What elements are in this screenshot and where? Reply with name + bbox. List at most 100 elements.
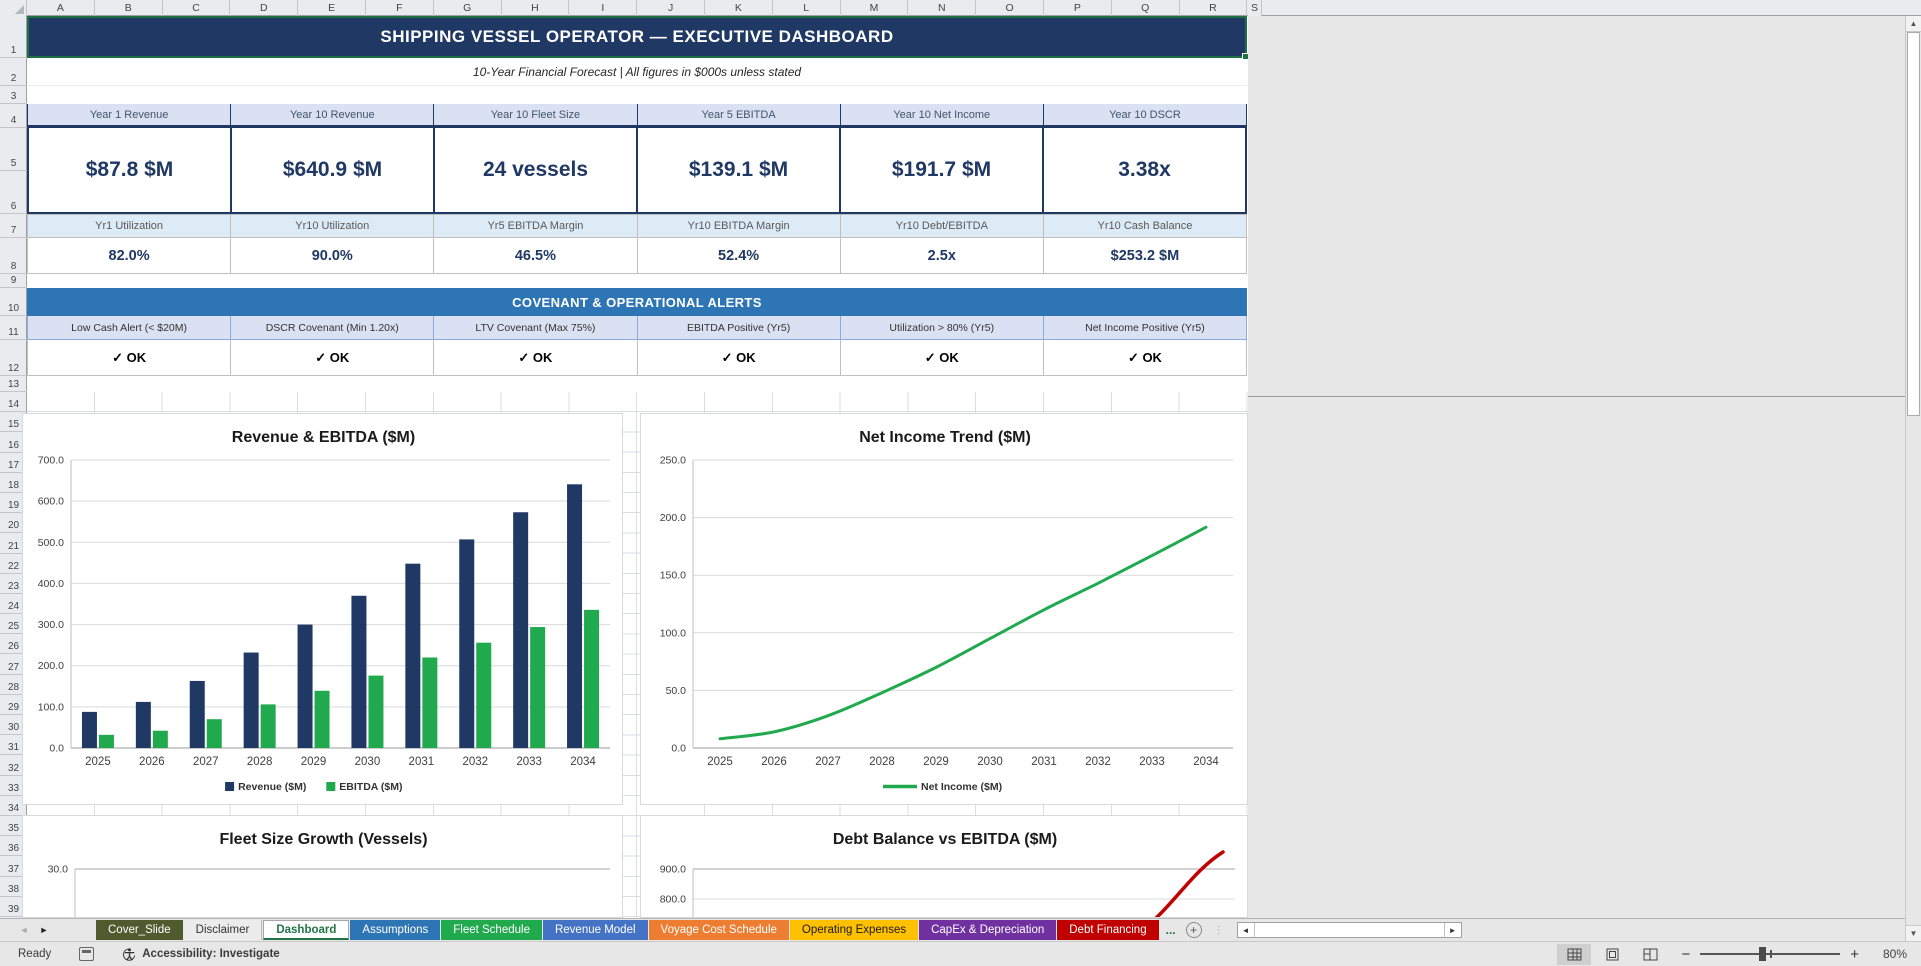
alert-status-2[interactable]: ✓ OK — [230, 340, 434, 376]
row-header-14[interactable]: 14 — [0, 392, 27, 413]
row-header-5[interactable]: 5 — [0, 128, 27, 171]
kpi2-value-1[interactable]: 82.0% — [27, 238, 231, 274]
row-header-25[interactable]: 25 — [0, 614, 27, 635]
column-header-s[interactable]: S — [1248, 0, 1262, 16]
row-header-24[interactable]: 24 — [0, 594, 27, 615]
kpi-label-5[interactable]: Year 10 Net Income — [839, 104, 1043, 128]
alert-status-5[interactable]: ✓ OK — [839, 340, 1043, 376]
row-header-26[interactable]: 26 — [0, 634, 27, 655]
sheet-tab-dashboard[interactable]: Dashboard — [263, 920, 350, 940]
normal-view-button[interactable] — [1557, 943, 1592, 965]
row-header-11[interactable]: 11 — [0, 316, 27, 340]
alert-status-1[interactable]: ✓ OK — [27, 340, 231, 376]
more-tabs-indicator[interactable]: ... — [1165, 923, 1176, 937]
row-header-8[interactable]: 8 — [0, 238, 27, 274]
horizontal-scroll-thumb[interactable] — [1253, 923, 1445, 937]
row-header-33[interactable]: 33 — [0, 776, 27, 796]
column-header-K[interactable]: K — [705, 0, 773, 16]
sheet-tab-operating-expenses[interactable]: Operating Expenses — [789, 920, 919, 940]
row-header-12[interactable]: 12 — [0, 340, 27, 376]
row-header-39[interactable]: 39 — [0, 897, 27, 917]
macro-record-icon[interactable] — [79, 947, 95, 961]
kpi-value-5[interactable]: $191.7 $M — [839, 128, 1042, 214]
scroll-right-icon[interactable]: ► — [1448, 925, 1457, 935]
vertical-scroll-thumb[interactable] — [1907, 32, 1920, 416]
row-header-3[interactable]: 3 — [0, 86, 27, 104]
row-header-35[interactable]: 35 — [0, 816, 27, 837]
row-header-20[interactable]: 20 — [0, 513, 27, 534]
accessibility-status[interactable]: Accessibility: Investigate — [122, 947, 280, 962]
column-header-M[interactable]: M — [841, 0, 909, 16]
page-layout-view-button[interactable] — [1595, 944, 1629, 965]
kpi2-label-6[interactable]: Yr10 Cash Balance — [1042, 214, 1248, 238]
alert-label-6[interactable]: Net Income Positive (Yr5) — [1042, 316, 1248, 340]
row-header-10[interactable]: 10 — [0, 288, 27, 316]
zoom-slider-handle[interactable] — [1759, 947, 1767, 961]
kpi2-value-3[interactable]: 46.5% — [433, 238, 637, 274]
sheet-tab-capex-depreciation[interactable]: CapEx & Depreciation — [919, 920, 1057, 940]
row-header-22[interactable]: 22 — [0, 554, 27, 574]
column-header-J[interactable]: J — [637, 0, 705, 16]
column-header-N[interactable]: N — [908, 0, 977, 16]
row-header-1[interactable]: 1 — [0, 16, 27, 58]
row-header-28[interactable]: 28 — [0, 675, 27, 695]
sheet-tab-voyage-cost-schedule[interactable]: Voyage Cost Schedule — [648, 920, 789, 940]
tab-nav-right-icon[interactable]: ► — [39, 925, 49, 935]
row-header-15[interactable]: 15 — [0, 412, 27, 433]
scroll-left-icon[interactable]: ◄ — [1241, 925, 1250, 935]
new-sheet-button[interactable]: + — [1182, 919, 1206, 941]
alert-status-3[interactable]: ✓ OK — [433, 340, 637, 376]
row-header-38[interactable]: 38 — [0, 877, 27, 897]
row-header-7[interactable]: 7 — [0, 214, 27, 238]
alert-status-6[interactable]: ✓ OK — [1042, 340, 1248, 376]
dashboard-title-cell[interactable]: SHIPPING VESSEL OPERATOR — EXECUTIVE DAS… — [27, 16, 1249, 60]
debt-vs-ebitda-chart[interactable]: Debt Balance vs EBITDA ($M) 900.0 800.0 — [640, 815, 1248, 918]
column-header-H[interactable]: H — [502, 0, 570, 16]
kpi2-value-2[interactable]: 90.0% — [230, 238, 434, 274]
scroll-up-icon[interactable]: ▲ — [1906, 16, 1921, 32]
column-header-R[interactable]: R — [1180, 0, 1248, 16]
kpi2-label-5[interactable]: Yr10 Debt/EBITDA — [839, 214, 1043, 238]
kpi2-label-4[interactable]: Yr10 EBITDA Margin — [636, 214, 840, 238]
sheet-tab-disclaimer[interactable]: Disclaimer — [183, 920, 263, 940]
select-all-corner[interactable] — [0, 0, 27, 16]
vertical-scrollbar[interactable]: ▲ ▼ — [1905, 16, 1921, 941]
row-header-37[interactable]: 37 — [0, 856, 27, 877]
kpi-label-6[interactable]: Year 10 DSCR — [1042, 104, 1248, 128]
row-header-17[interactable]: 17 — [0, 453, 27, 473]
scroll-down-icon[interactable]: ▼ — [1906, 925, 1921, 941]
kpi-value-2[interactable]: $640.9 $M — [230, 128, 433, 214]
kpi2-label-2[interactable]: Yr10 Utilization — [230, 214, 434, 238]
kpi-label-4[interactable]: Year 5 EBITDA — [636, 104, 840, 128]
sheet-tab-assumptions[interactable]: Assumptions — [350, 920, 441, 940]
zoom-out-button[interactable]: − — [1681, 945, 1691, 963]
kpi2-label-1[interactable]: Yr1 Utilization — [27, 214, 231, 238]
sheet-tab-cover-slide[interactable]: Cover_Slide — [96, 920, 183, 940]
row-header-27[interactable]: 27 — [0, 654, 27, 675]
fleet-size-growth-chart[interactable]: Fleet Size Growth (Vessels) 30.0 — [22, 815, 623, 918]
kpi-value-6[interactable]: 3.38x — [1042, 128, 1247, 214]
column-header-O[interactable]: O — [976, 0, 1044, 16]
row-header-19[interactable]: 19 — [0, 493, 27, 514]
sheet-tab-debt-financing[interactable]: Debt Financing — [1057, 920, 1159, 940]
kpi-value-1[interactable]: $87.8 $M — [27, 128, 230, 214]
column-header-B[interactable]: B — [95, 0, 163, 16]
column-header-D[interactable]: D — [230, 0, 299, 16]
row-header-32[interactable]: 32 — [0, 755, 27, 776]
kpi-label-3[interactable]: Year 10 Fleet Size — [433, 104, 637, 128]
column-header-G[interactable]: G — [434, 0, 502, 16]
kpi-value-3[interactable]: 24 vessels — [433, 128, 636, 214]
zoom-level[interactable]: 80% — [1882, 947, 1907, 961]
row-header-6[interactable]: 6 — [0, 171, 27, 214]
kpi2-value-4[interactable]: 52.4% — [636, 238, 840, 274]
kpi-label-2[interactable]: Year 10 Revenue — [230, 104, 434, 128]
revenue-ebitda-chart[interactable]: Revenue & EBITDA ($M) 0.0 100.0 200.0 300.0 4… — [22, 413, 623, 805]
alert-label-1[interactable]: Low Cash Alert (< $20M) — [27, 316, 231, 340]
alert-label-4[interactable]: EBITDA Positive (Yr5) — [636, 316, 840, 340]
column-header-C[interactable]: C — [163, 0, 231, 16]
kpi2-value-5[interactable]: 2.5x — [839, 238, 1043, 274]
kpi2-value-6[interactable]: $253.2 $M — [1042, 238, 1248, 274]
row-header-21[interactable]: 21 — [0, 533, 27, 554]
alert-label-2[interactable]: DSCR Covenant (Min 1.20x) — [230, 316, 434, 340]
row-header-29[interactable]: 29 — [0, 695, 27, 715]
